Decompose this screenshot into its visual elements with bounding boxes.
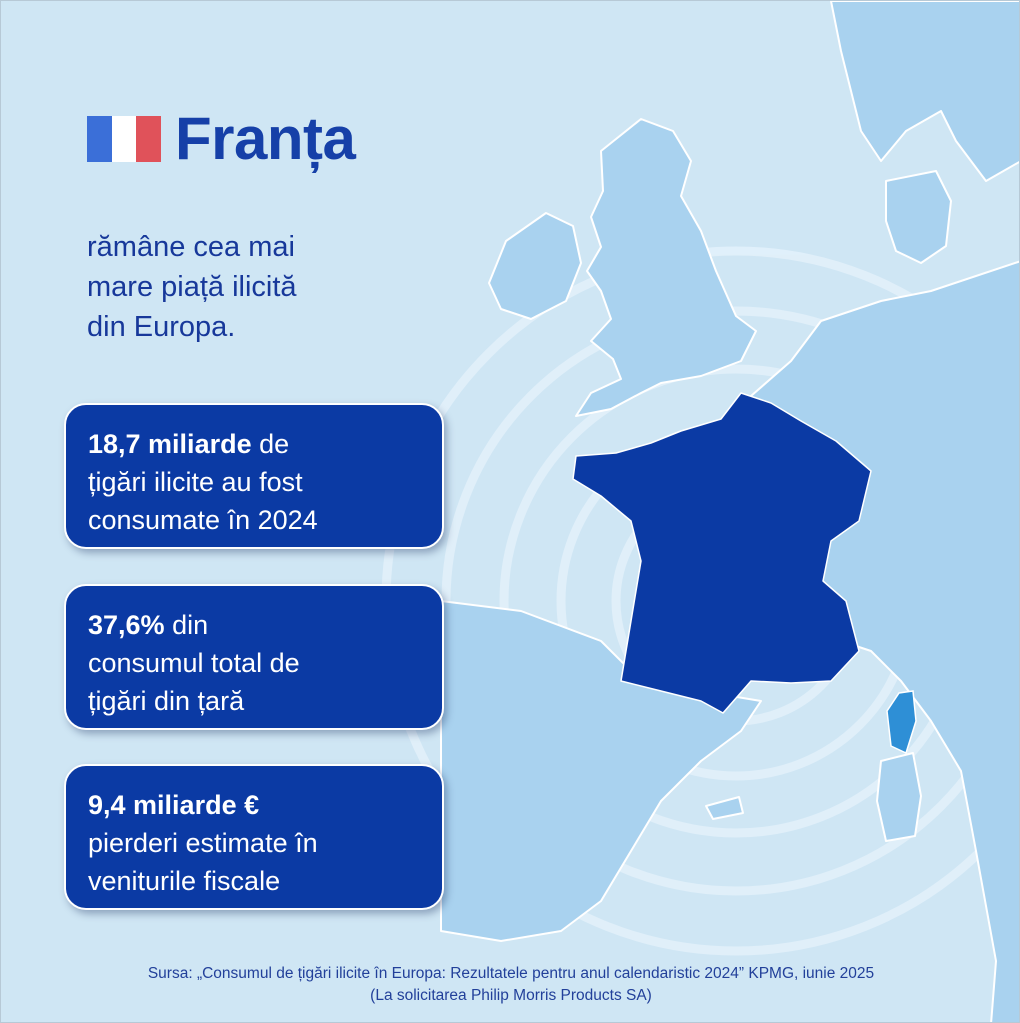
lead-line-1: rămâne cea mai bbox=[87, 231, 295, 263]
stat-line-2: pierderi estimate în bbox=[88, 828, 318, 858]
flag-stripe-red bbox=[136, 116, 162, 162]
flag-france-icon bbox=[87, 116, 162, 162]
scandinavia bbox=[830, 1, 1019, 182]
stat-card-cigarettes: 18,7 miliarde de țigări ilicite au fost … bbox=[64, 403, 444, 549]
flag-stripe-white bbox=[111, 116, 137, 162]
denmark bbox=[885, 170, 952, 264]
source-line-1: Sursa: „Consumul de țigări ilicite în Eu… bbox=[147, 965, 875, 982]
stat-line-1: 18,7 miliarde de bbox=[88, 425, 420, 463]
stat-line-2: țigări ilicite au fost bbox=[88, 467, 303, 497]
flag-stripe-blue bbox=[87, 116, 112, 162]
stat-text: de bbox=[251, 429, 290, 459]
iberia bbox=[440, 600, 762, 942]
stat-text: din bbox=[164, 610, 209, 640]
header: Franța bbox=[87, 105, 356, 172]
balearic-islands bbox=[705, 796, 744, 820]
sardinia bbox=[876, 752, 922, 842]
stat-line-2: consumul total de bbox=[88, 648, 300, 678]
stat-card-tax-loss: 9,4 miliarde € pierderi estimate în veni… bbox=[64, 764, 444, 910]
stat-line-3: veniturile fiscale bbox=[88, 866, 281, 896]
source-line-2: (La solicitarea Philip Morris Products S… bbox=[370, 987, 652, 1004]
stat-value: 37,6% bbox=[88, 610, 165, 640]
lead-text: rămâne cea mai mare piață ilicită din Eu… bbox=[87, 227, 407, 347]
stat-value: 18,7 miliarde bbox=[88, 429, 252, 459]
great-britain bbox=[575, 118, 757, 417]
ireland bbox=[488, 212, 582, 320]
lead-line-2: mare piață ilicită bbox=[87, 271, 297, 303]
stat-line-1: 9,4 miliarde € bbox=[88, 786, 420, 824]
france bbox=[572, 392, 872, 714]
stat-line-1: 37,6% din bbox=[88, 606, 420, 644]
lead-line-3: din Europa. bbox=[87, 311, 236, 343]
corsica bbox=[886, 690, 917, 755]
stat-line-3: țigări din țară bbox=[88, 686, 245, 716]
page-title: Franța bbox=[175, 105, 356, 172]
stat-line-3: consumate în 2024 bbox=[88, 505, 318, 535]
source-note: Sursa: „Consumul de țigări ilicite în Eu… bbox=[1, 963, 1019, 1007]
stat-value: 9,4 miliarde € bbox=[88, 790, 260, 820]
stat-card-share: 37,6% din consumul total de țigări din ț… bbox=[64, 584, 444, 730]
